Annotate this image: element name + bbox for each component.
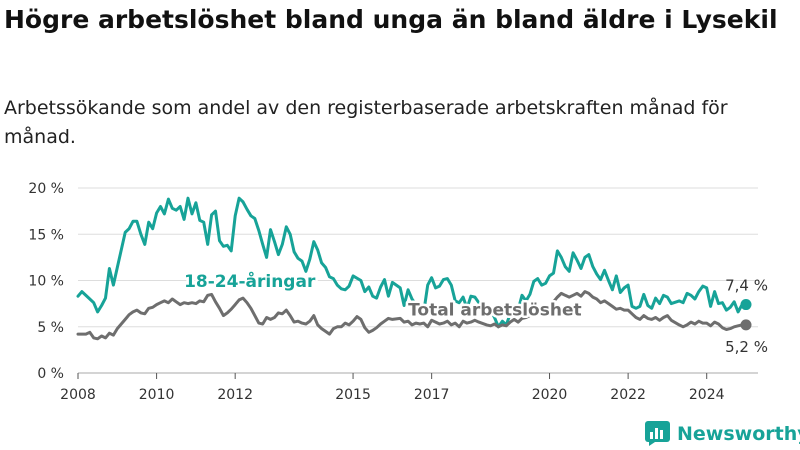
brand-name: Newsworthy	[677, 422, 800, 445]
newsworthy-logo: Newsworthy	[645, 421, 800, 446]
total-end-marker	[740, 319, 752, 331]
y-tick-label: 10 %	[28, 274, 64, 290]
x-tick-label: 2008	[60, 387, 96, 403]
total-unemployment-line	[76, 290, 748, 341]
grid-lines	[78, 187, 758, 374]
chart-title: Högre arbetslöshet bland unga än bland ä…	[4, 5, 778, 34]
y-tick-label: 15 %	[28, 227, 64, 243]
total-series-label: Total arbetslöshet	[408, 301, 582, 321]
y-tick-label: 20 %	[28, 181, 64, 197]
y-tick-label: 0 %	[37, 366, 64, 382]
x-tick-label: 2010	[139, 387, 175, 403]
x-tick-label: 2024	[689, 387, 725, 403]
series-labels: 7,4 % 5,2 % 18-24-åringar Total arbetslöshe…	[182, 267, 768, 356]
x-tick-label: 2015	[335, 387, 371, 403]
youth-series-label: 18-24-åringar	[184, 270, 316, 292]
x-tick-label: 2012	[217, 387, 253, 403]
youth-end-marker	[740, 299, 752, 311]
x-tick-label: 2020	[532, 387, 568, 403]
x-tick-label: 2022	[610, 387, 646, 403]
y-axis-ticks: 0 % 5 % 10 % 15 % 20 %	[28, 181, 64, 382]
x-axis-ticks: 2008 2010 2012 2015 2017 2020 2022 2024	[60, 373, 725, 403]
y-tick-label: 5 %	[37, 320, 64, 336]
series-lines	[76, 196, 752, 341]
bar-chart-logo-icon	[645, 421, 670, 446]
chart-subtitle: Arbetssökande som andel av den registerb…	[4, 97, 728, 148]
youth-unemployment-line	[76, 196, 748, 329]
total-end-value-label: 5,2 %	[725, 338, 768, 356]
x-tick-label: 2017	[414, 387, 450, 403]
youth-end-value-label: 7,4 %	[725, 277, 768, 295]
